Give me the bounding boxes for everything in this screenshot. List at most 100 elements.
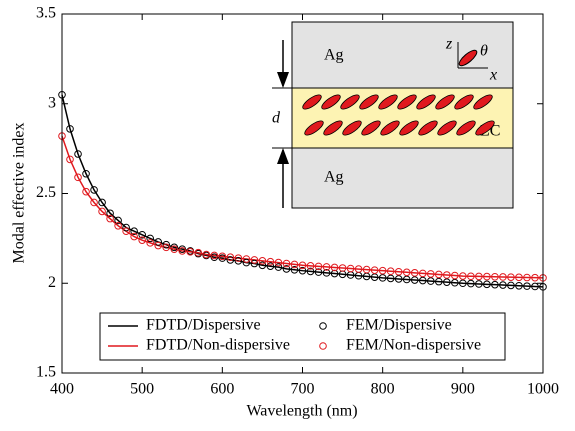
- marker: [122, 223, 130, 232]
- marker: [146, 239, 154, 247]
- marker: [507, 281, 515, 290]
- marker: [434, 270, 443, 279]
- marker: [426, 277, 435, 285]
- marker: [475, 280, 483, 288]
- axis-label: x: [489, 67, 497, 84]
- marker: [531, 282, 539, 291]
- marker: [90, 198, 98, 207]
- marker: [162, 240, 171, 249]
- marker: [114, 216, 122, 225]
- marker: [330, 263, 339, 272]
- y-tick-label: 3.5: [36, 5, 56, 22]
- marker: [386, 267, 395, 276]
- marker: [130, 232, 138, 241]
- molecule: [321, 94, 341, 110]
- y-tick-label: 2: [48, 274, 56, 291]
- molecule: [361, 120, 381, 136]
- marker: [74, 150, 82, 158]
- y-axis-label: Modal effective index: [11, 123, 28, 264]
- series-line: [61, 94, 544, 288]
- marker: [90, 186, 98, 194]
- marker: [250, 259, 259, 268]
- marker: [523, 282, 531, 290]
- legend-label: FEM/Non-dispersive: [346, 337, 481, 354]
- x-tick-label: 900: [451, 381, 475, 398]
- marker: [491, 272, 499, 281]
- series-line: [61, 135, 544, 279]
- molecule: [418, 120, 438, 136]
- marker: [106, 209, 114, 218]
- molecule: [399, 120, 419, 136]
- marker: [122, 227, 130, 235]
- marker: [210, 251, 219, 260]
- marker: [483, 280, 491, 289]
- marker: [426, 270, 435, 278]
- marker: [515, 273, 523, 282]
- marker: [66, 155, 74, 164]
- plot-frame: [61, 13, 544, 374]
- marker: [274, 258, 283, 267]
- marker: [258, 261, 267, 270]
- marker: [130, 227, 138, 235]
- molecule: [454, 94, 474, 110]
- marker: [394, 275, 403, 283]
- marker: [234, 254, 243, 262]
- marker: [515, 281, 523, 290]
- legend-label: FDTD/Dispersive: [146, 317, 261, 334]
- marker: [218, 252, 227, 261]
- marker: [467, 272, 475, 281]
- molecule: [323, 120, 343, 136]
- axis-label: z: [445, 36, 453, 53]
- marker: [322, 263, 331, 271]
- legend-swatch: [319, 342, 327, 350]
- x-tick-label: 500: [130, 381, 154, 398]
- molecule: [359, 94, 379, 110]
- marker: [354, 265, 363, 273]
- marker: [451, 278, 459, 287]
- layer-label: Ag: [324, 169, 344, 186]
- marker: [491, 280, 499, 289]
- marker: [282, 259, 291, 268]
- marker: [451, 271, 459, 280]
- marker: [82, 187, 90, 196]
- x-tick-label: 400: [50, 381, 74, 398]
- marker: [443, 271, 451, 279]
- marker: [499, 273, 507, 281]
- marker: [523, 273, 531, 282]
- marker: [138, 230, 146, 239]
- marker: [290, 265, 299, 274]
- marker: [170, 245, 179, 253]
- marker: [226, 253, 235, 262]
- marker: [234, 257, 243, 265]
- marker: [186, 248, 195, 256]
- marker: [154, 238, 162, 246]
- marker: [250, 256, 259, 264]
- inset-diagram: Ag Ag LC d z x θ: [272, 21, 514, 209]
- legend-swatch: [319, 322, 327, 330]
- x-tick-label: 1000: [527, 381, 559, 398]
- plot: [58, 13, 547, 374]
- marker: [346, 264, 355, 273]
- marker: [322, 269, 331, 277]
- molecule: [473, 94, 493, 110]
- marker: [258, 257, 267, 265]
- marker: [370, 266, 379, 274]
- marker: [146, 234, 154, 243]
- marker: [266, 257, 275, 266]
- molecule: [475, 120, 495, 136]
- marker: [298, 261, 307, 270]
- legend-label: FDTD/Non-dispersive: [146, 337, 290, 354]
- molecule: [437, 120, 457, 136]
- marker: [483, 272, 491, 281]
- marker: [378, 266, 387, 275]
- y-tick-label: 3: [48, 94, 56, 111]
- marker: [443, 278, 451, 286]
- marker: [274, 263, 283, 271]
- molecule: [456, 120, 476, 136]
- marker: [338, 264, 347, 272]
- marker: [475, 272, 483, 281]
- marker: [467, 279, 475, 288]
- molecule: [304, 120, 324, 136]
- marker: [386, 274, 395, 283]
